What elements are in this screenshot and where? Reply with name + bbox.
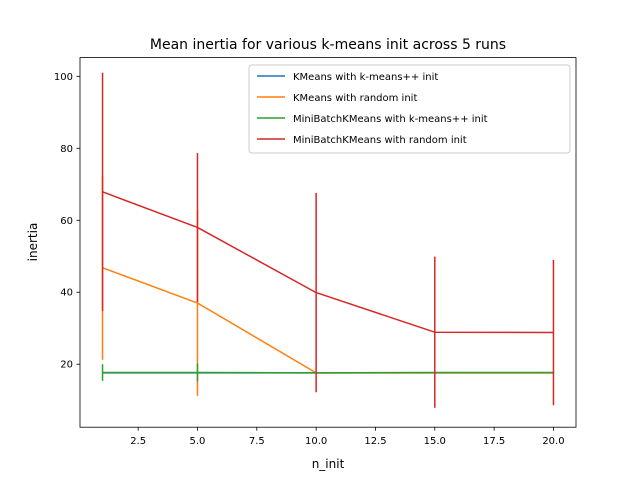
- y-axis-label: inertia: [26, 223, 40, 262]
- y-tick-label: 40: [60, 288, 73, 299]
- y-tick-label: 60: [60, 216, 73, 227]
- legend-label: KMeans with random init: [293, 93, 417, 104]
- chart-title: Mean inertia for various k-means init ac…: [150, 37, 506, 53]
- legend-label: KMeans with k-means++ init: [293, 72, 438, 83]
- x-axis-label: n_init: [312, 457, 345, 471]
- x-tick-label: 2.5: [130, 436, 146, 447]
- y-tick-label: 100: [54, 72, 73, 83]
- legend: KMeans with k-means++ init KMeans with ra…: [249, 65, 570, 153]
- x-tick-label: 15.0: [424, 436, 446, 447]
- x-tick-label: 7.5: [249, 436, 265, 447]
- x-tick-label: 12.5: [364, 436, 386, 447]
- legend-label: MiniBatchKMeans with random init: [293, 135, 467, 146]
- x-tick-label: 17.5: [483, 436, 505, 447]
- x-tick-label: 20.0: [542, 436, 564, 447]
- legend-label: MiniBatchKMeans with k-means++ init: [293, 114, 488, 125]
- x-tick-label: 10.0: [305, 436, 327, 447]
- x-tick-label: 5.0: [190, 436, 206, 447]
- y-tick-label: 80: [60, 144, 73, 155]
- y-tick-label: 20: [60, 360, 73, 371]
